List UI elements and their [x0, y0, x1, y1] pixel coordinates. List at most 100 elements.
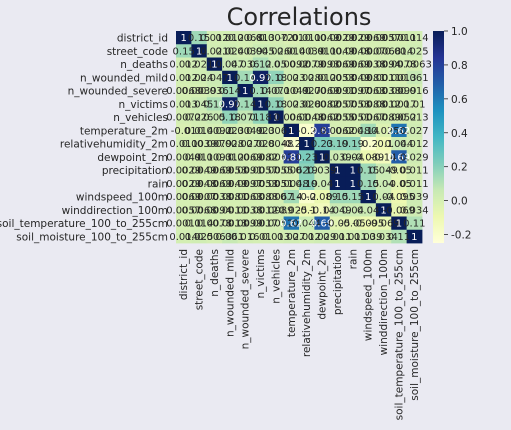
cell-annotation: 0.049	[369, 166, 398, 177]
y-tick-label: soil_moisture_100_to_255cm	[16, 231, 168, 243]
heatmap-cell	[237, 190, 254, 204]
heatmap-cell	[237, 57, 254, 72]
cell-annotation: 0.012	[292, 232, 321, 243]
heatmap-cell	[391, 44, 408, 58]
cell-annotation: 0.81	[280, 152, 302, 163]
heatmap-cell	[345, 84, 361, 98]
cell-annotation: 0.18	[265, 73, 287, 84]
cell-annotation: -0.01	[171, 126, 197, 137]
cell-annotation: -0.2	[297, 126, 317, 137]
cell-annotation: 0.013	[400, 113, 429, 124]
cell-annotation: -0.05	[325, 219, 351, 230]
heatmap-cell	[176, 44, 192, 58]
cell-annotation: 0.0057	[320, 99, 355, 110]
heatmap-cell	[329, 70, 346, 85]
heatmap-cell	[252, 229, 269, 244]
cell-annotation: 0.0051	[258, 179, 293, 190]
heatmap-cell	[268, 44, 285, 58]
cell-annotation: 0.0049	[335, 73, 370, 84]
cell-annotation: -0.1	[374, 139, 394, 150]
heatmap-cell	[222, 110, 238, 125]
heatmap-cell	[345, 150, 361, 164]
cell-annotation: 0.0049	[182, 166, 217, 177]
cell-annotation: 1	[273, 113, 279, 124]
heatmap-cell	[299, 31, 315, 45]
cell-annotation: 0.025	[185, 232, 214, 243]
heatmap-cell	[206, 123, 223, 138]
heatmap-cell	[299, 57, 315, 72]
y-tick-label: precipitation	[102, 165, 168, 177]
colorbar-tick-label: -0.2	[451, 230, 472, 242]
cell-annotation: 0.027	[292, 86, 321, 97]
x-tick-label: district_id	[178, 249, 190, 300]
heatmap-cell	[391, 84, 408, 98]
heatmap-cell	[206, 216, 223, 231]
cell-annotation: 0.0017	[381, 99, 416, 110]
heatmap-cell	[375, 110, 392, 125]
heatmap-cell	[237, 97, 254, 111]
colorbar-tick-label: 0.6	[451, 94, 468, 106]
colorbar	[433, 31, 444, 243]
heatmap-cell	[360, 97, 377, 111]
y-tick-label: n_vehicles	[113, 112, 168, 124]
cell-annotation: 0.04	[372, 179, 394, 190]
x-tick-label: soil_temperature_100_to_255cm	[393, 249, 405, 420]
colorbar-tick-label: 0.8	[451, 60, 468, 72]
heatmap-cell	[299, 97, 315, 111]
x-tick-label: soil_moisture_100_to_255cm	[409, 249, 421, 401]
cell-annotation: 0.045	[185, 99, 214, 110]
heatmap-cell	[345, 31, 361, 45]
heatmap-cell	[283, 84, 300, 98]
cell-annotation: 0.044	[292, 219, 321, 230]
cell-annotation: 0.0069	[335, 60, 370, 71]
cell-annotation: 0.0079	[289, 60, 324, 71]
heatmap-cell	[391, 163, 408, 178]
heatmap-cell	[360, 31, 377, 45]
heatmap-cell	[222, 44, 238, 58]
heatmap-cell	[391, 203, 408, 217]
cell-annotation: 0.0068	[228, 33, 263, 44]
cell-annotation: 0.15	[357, 179, 379, 190]
heatmap-cell	[406, 190, 423, 204]
cell-annotation: 0.01	[403, 99, 425, 110]
heatmap-cell	[375, 229, 392, 244]
cell-annotation: 0.028	[292, 73, 321, 84]
heatmap-cell	[206, 137, 223, 151]
cell-annotation: 0.0013	[381, 73, 416, 84]
cell-annotation: 0.0072	[258, 33, 293, 44]
cell-annotation: 0.04	[342, 205, 364, 216]
cell-annotation: 1	[350, 166, 356, 177]
heatmap-cell	[252, 150, 269, 164]
cell-annotation: 0.016	[231, 232, 260, 243]
heatmap-cell	[191, 70, 208, 85]
cell-annotation: 0.029	[400, 152, 429, 163]
cell-annotation: 0.0049	[228, 126, 263, 137]
heatmap-cell	[222, 150, 238, 164]
y-tick-label: district_id	[117, 33, 168, 45]
cell-annotation: 0.013	[169, 99, 198, 110]
heatmap-cell	[252, 97, 269, 111]
heatmap-cell	[360, 70, 377, 85]
cell-annotation: 1	[350, 179, 356, 190]
heatmap-cell	[268, 123, 285, 138]
x-tick-label: n_wounded_mild	[224, 249, 236, 337]
heatmap-cell	[222, 176, 238, 191]
heatmap-cell	[329, 84, 346, 98]
cell-annotation: 0.04	[357, 205, 379, 216]
heatmap-cell	[406, 70, 423, 85]
heatmap-cell	[176, 97, 192, 111]
colorbar-tick-label: 1.0	[451, 26, 468, 38]
x-tick-label: n_victims	[255, 249, 267, 299]
cell-annotation: -0.025	[275, 205, 307, 216]
heatmap-cell	[283, 150, 300, 164]
cell-annotation: -0.01	[278, 33, 304, 44]
heatmap-cell	[329, 110, 346, 125]
cell-annotation: -0.095	[383, 192, 415, 203]
cell-annotation: 0.012	[200, 33, 229, 44]
heatmap-cell	[283, 97, 300, 111]
heatmap-cell	[176, 70, 192, 85]
heatmap-cell	[252, 44, 269, 58]
cell-annotation: 0.0048	[289, 113, 324, 124]
heatmap-cell	[237, 137, 254, 151]
y-tick-label: n_wounded_mild	[80, 72, 168, 84]
